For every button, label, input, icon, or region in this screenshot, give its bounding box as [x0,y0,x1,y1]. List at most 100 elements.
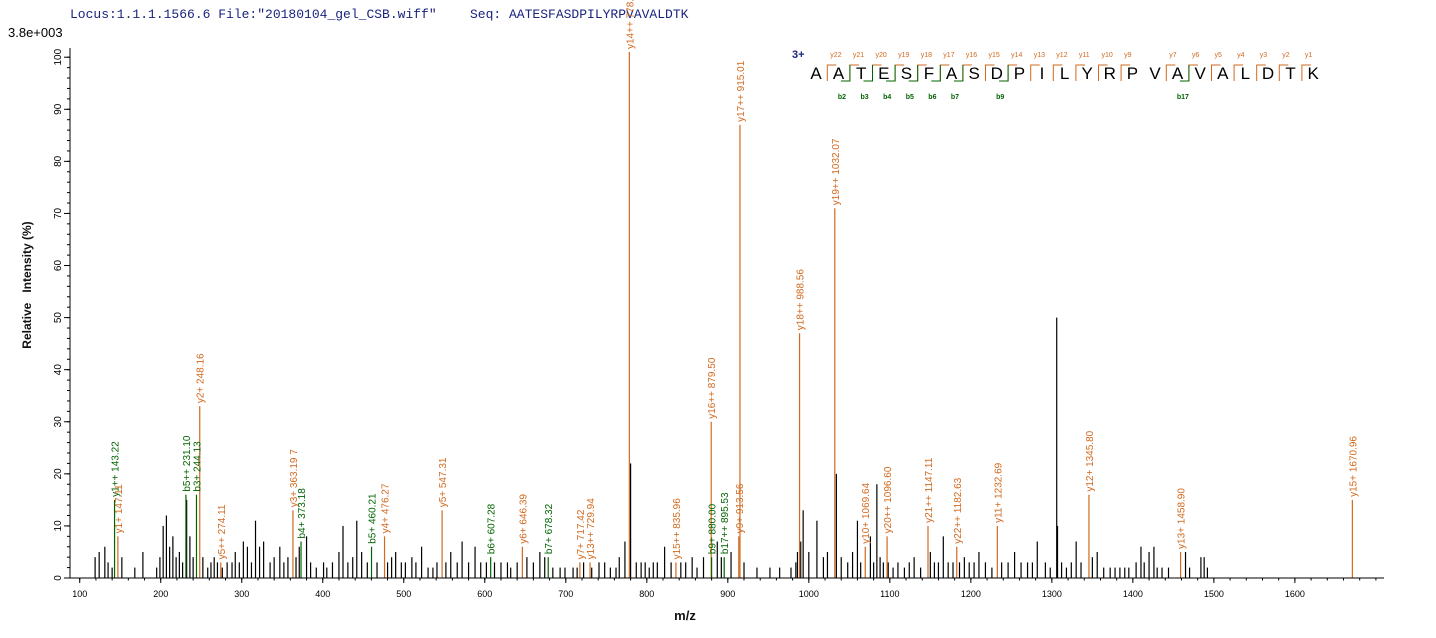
b-ion-bracket [1179,65,1190,82]
residue-letter: T [856,64,866,83]
b-ion-label: b17 [1177,94,1189,101]
residue-letter: S [969,64,980,83]
peak-label-b: b17++ 895.53 [720,492,731,554]
y-ion-label: y17 [943,52,954,59]
residue-letter: A [946,64,958,83]
y-ion-bracket [985,64,995,81]
peak-label-y: y6+ 646.39 [518,494,529,544]
y-ion-bracket [1233,64,1244,81]
y-ion-bracket [826,64,837,81]
sequence-header: Seq: AATESFASDPILYRPVAVALDTK [470,7,689,22]
y-ion-bracket [1301,64,1311,81]
axes-layer: 100 200 300 400 500 600 700 800 900 1000 1100 1200 1… [53,48,1384,599]
peak-label-y: y2+ 248.16 [196,353,207,403]
peak-label-y: y15++ 835.96 [672,498,683,560]
peak-label-b: y1++ 143.22 [111,441,122,497]
y-tick-label: 20 [53,468,64,480]
peak-label-y: y14++ 778.47 [625,0,636,49]
residue-letter: T [1285,64,1295,83]
b-ion-label: b5 [906,94,914,101]
y-ion-label: y7 [1169,52,1177,59]
peak-label-y: y4+ 476.27 [381,483,392,533]
residue-letter: R [1104,64,1116,83]
y-ion-bracket [1030,64,1040,81]
residue-letter: E [878,64,889,83]
peak-label-y: y16++ 879.50 [707,357,718,419]
peak-label-y: y13+ 1458.90 [1177,488,1188,549]
b-ion-bracket [931,65,941,82]
y-tick-label: 70 [53,207,64,219]
y-ion-label: y14 [1011,52,1022,59]
residue-letter: F [924,64,934,83]
x-tick-label: 1000 [799,589,819,599]
residue-letter: V [1149,64,1161,83]
x-tick-label: 1300 [1042,589,1062,599]
peak-label-b: b9+ 880.00 [708,503,719,554]
peak-label-y: y13++ 729.94 [586,498,597,560]
peak-label-y: y5+ 547.31 [438,457,449,507]
b-ion-bracket [953,65,964,82]
y-ion-label: y1 [1305,52,1313,59]
b-ion-label: b3 [861,94,869,101]
x-tick-label: 300 [234,589,249,599]
y-ion-label: y21 [853,52,864,59]
residue-letter: A [1172,64,1184,83]
residue-letter: S [901,64,912,83]
peak-label-y: y22++ 1182.63 [953,477,964,543]
b-ion-bracket [908,65,919,82]
residue-letter: I [1040,64,1045,83]
y-ion-bracket [1075,64,1085,81]
residue-letter: L [1060,64,1069,83]
peak-label-y: y1+ 147.11 [114,484,125,533]
x-tick-label: 1200 [961,589,981,599]
peak-label-y: y11+ 1232.69 [993,462,1004,523]
x-tick-label: 700 [558,589,573,599]
residue-letter: A [833,64,845,83]
y-ion-label: y4 [1237,52,1245,59]
b-ion-bracket [840,65,851,82]
peak-label-y: y21++ 1147.11 [924,457,935,523]
y-tick-label: 90 [53,103,64,115]
peak-label-b: b5+ 460.21 [368,493,379,544]
residue-letter: L [1241,64,1250,83]
b-ion-bracket [863,65,873,82]
b-ion-label: b2 [838,94,846,101]
b-ion-label: b6 [928,94,936,101]
peak-label-y: y17++ 915.01 [736,60,747,122]
y-ion-bracket [1120,64,1131,81]
y-tick-label: 80 [53,155,64,167]
x-tick-label: 1100 [880,589,899,599]
x-tick-label: 900 [720,589,735,599]
residue-letter: A [810,64,822,83]
y-ion-bracket [1165,64,1176,81]
residue-letter: K [1308,64,1320,83]
x-tick-label: 1500 [1204,589,1224,599]
x-tick-label: 200 [153,589,168,599]
y-tick-label: 60 [53,260,64,272]
peak-label-b: b5++ 231.10 [182,435,193,492]
y-ion-bracket [1211,64,1221,81]
peak-label-y: y3+ 363.19 7 [289,449,300,508]
y-ion-label: y6 [1192,52,1200,59]
y-ion-label: y9 [1124,52,1132,59]
y-ion-bracket [1052,64,1063,81]
residue-letter: D [991,64,1003,83]
x-tick-label: 1400 [1123,589,1143,599]
peak-label-b: b3+ 244.13 [192,441,203,492]
y-ion-label: y12 [1056,52,1067,59]
y-tick-label: 30 [53,416,64,428]
peak-label-y: y10+ 1069.64 [861,482,872,543]
peak-label-y: y19++ 1032.07 [831,138,842,205]
residue-letter: P [1014,64,1025,83]
peaks-layer [94,52,1353,578]
y-ion-label: y22 [830,52,841,59]
x-tick-label: 800 [639,589,654,599]
residue-letter: Y [1082,64,1093,83]
peak-label-b: b7+ 678.32 [544,503,555,554]
peak-label-b: b6+ 607.28 [487,503,498,554]
peak-label-y: y12+ 1345.80 [1085,430,1096,491]
y-ion-label: y19 [898,52,909,59]
y-ion-label: y2 [1282,52,1290,59]
